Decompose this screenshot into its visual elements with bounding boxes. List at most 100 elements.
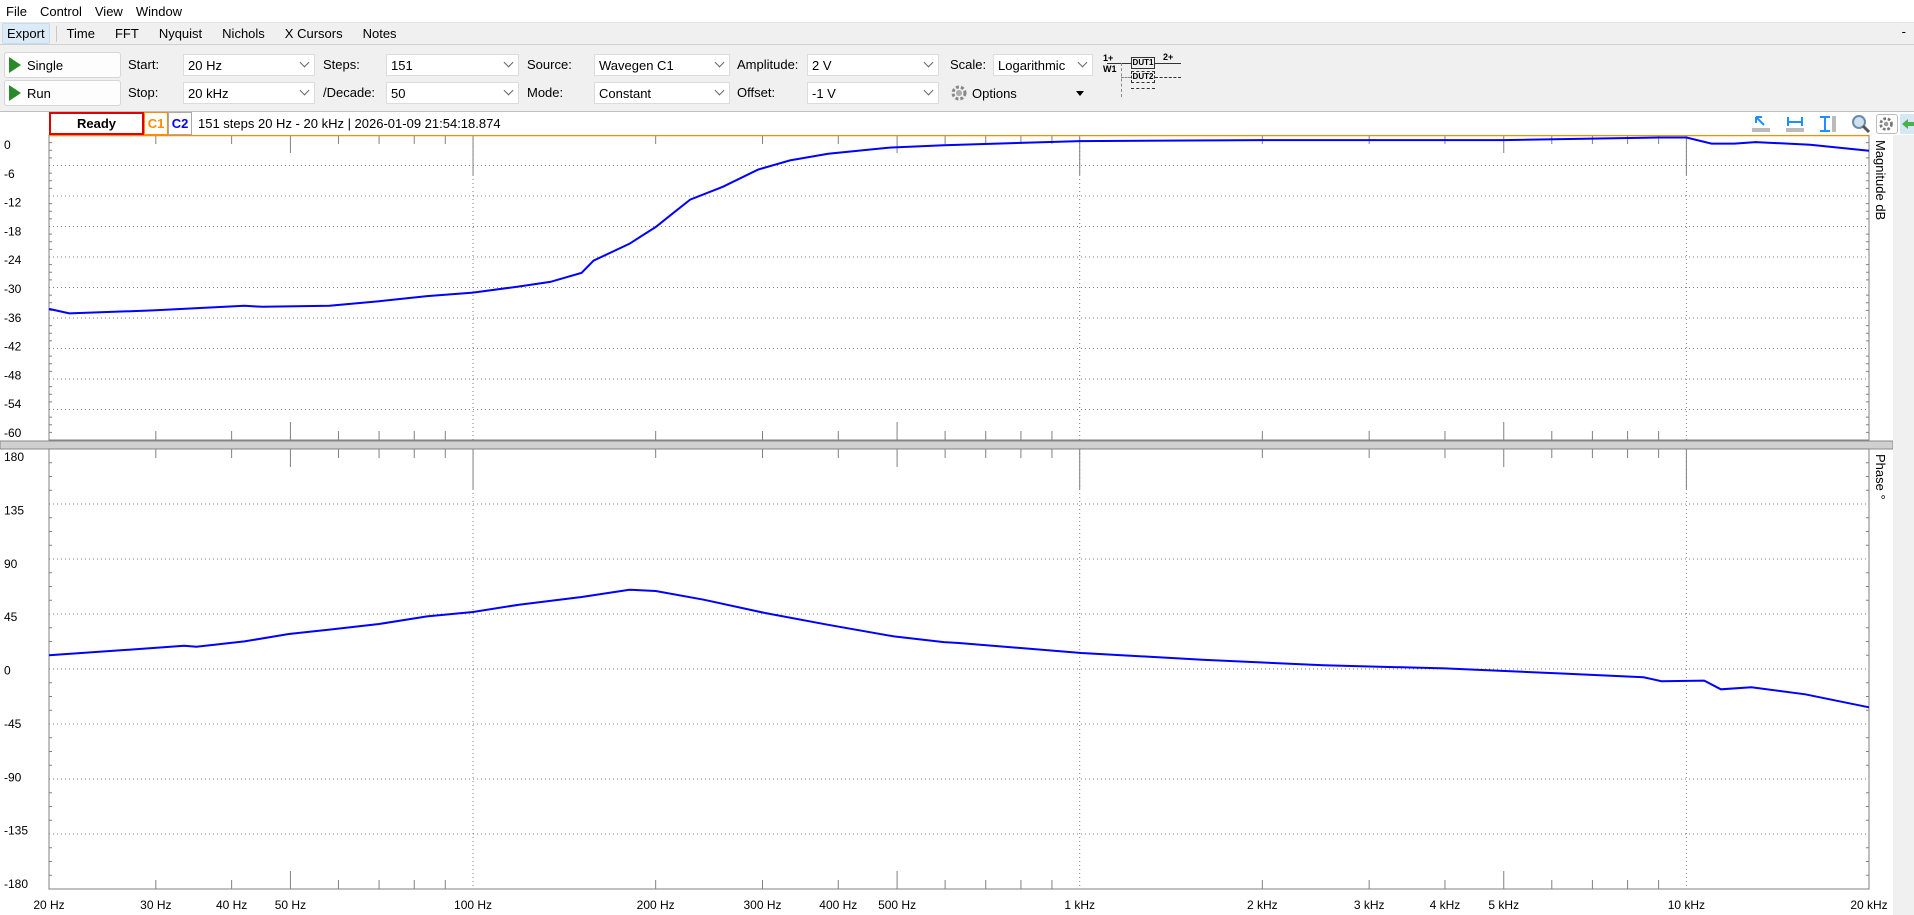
magnitude-trace bbox=[48, 136, 1870, 315]
x-tick-label: 50 Hz bbox=[275, 898, 306, 912]
offset-label: Offset: bbox=[737, 85, 776, 100]
y-tick-label: 0 bbox=[4, 664, 11, 678]
plot-splitter bbox=[0, 440, 1893, 450]
scale-select[interactable]: Logarithmic bbox=[993, 54, 1093, 76]
menu-bar: File Control View Window bbox=[0, 0, 1914, 22]
y-tick-label: -30 bbox=[4, 282, 22, 296]
phase-trace bbox=[48, 588, 1870, 709]
dut1-box: DUT1 bbox=[1131, 57, 1155, 69]
source-value: Wavegen C1 bbox=[599, 57, 674, 73]
run-button[interactable]: Run bbox=[4, 80, 121, 106]
start-select[interactable]: 20 Hz bbox=[183, 54, 315, 76]
stop-select[interactable]: 20 kHz bbox=[183, 82, 315, 104]
x-tick-label: 100 Hz bbox=[454, 898, 492, 912]
horizontal-measure-icon[interactable] bbox=[1784, 114, 1806, 134]
tab-notes[interactable]: Notes bbox=[362, 26, 397, 41]
steps-value: 151 bbox=[391, 57, 413, 73]
y-tick-label: -36 bbox=[4, 311, 22, 325]
menu-file[interactable]: File bbox=[6, 3, 27, 19]
offset-select[interactable]: -1 V bbox=[807, 82, 939, 104]
x-tick-label: 30 Hz bbox=[140, 898, 171, 912]
stop-value: 20 kHz bbox=[188, 85, 229, 101]
chevron-down-icon bbox=[299, 85, 310, 96]
decade-label: /Decade: bbox=[323, 85, 376, 100]
single-label: Single bbox=[27, 57, 64, 73]
y-tick-label: -90 bbox=[4, 770, 22, 784]
gear-icon[interactable] bbox=[1876, 114, 1898, 134]
plot-border bbox=[48, 448, 1870, 890]
play-icon bbox=[9, 85, 21, 101]
chevron-down-icon bbox=[503, 57, 514, 68]
tab-nichols[interactable]: Nichols bbox=[222, 26, 265, 41]
channel-c2-button[interactable]: C2 bbox=[168, 112, 192, 135]
menu-window[interactable]: Window bbox=[135, 3, 183, 19]
decade-select[interactable]: 50 bbox=[386, 82, 519, 104]
x-tick-label: 10 kHz bbox=[1668, 898, 1705, 912]
chevron-down-icon bbox=[714, 85, 725, 96]
minimize-button[interactable]: - bbox=[1901, 24, 1906, 39]
bode-plots[interactable]: 0 -6 -12 -18 -24 -30 -36 -42 -48 -54 -60 180 135 90 45… bbox=[0, 135, 1893, 915]
toolbar: Single Run Start: 20 Hz Stop: 20 kHz Ste… bbox=[0, 45, 1914, 112]
y-tick-label: -48 bbox=[4, 368, 22, 382]
single-button[interactable]: Single bbox=[4, 52, 121, 78]
x-tick-label: 5 kHz bbox=[1488, 898, 1519, 912]
start-value: 20 Hz bbox=[188, 57, 222, 73]
y-tick-label: -6 bbox=[4, 167, 15, 181]
y-tick-label: -135 bbox=[4, 824, 28, 838]
tab-time[interactable]: Time bbox=[66, 26, 95, 41]
dropdown-arrow-icon bbox=[1076, 91, 1084, 96]
x-tick-label: 40 Hz bbox=[216, 898, 247, 912]
menu-view[interactable]: View bbox=[94, 3, 123, 19]
offset-value: -1 V bbox=[812, 85, 836, 101]
diagram-w1-label: W1 bbox=[1103, 64, 1117, 74]
options-button[interactable]: Options bbox=[950, 82, 1090, 104]
y-tick-label: 45 bbox=[4, 610, 18, 624]
scale-label: Scale: bbox=[950, 57, 987, 72]
chevron-down-icon bbox=[1077, 57, 1088, 68]
options-label: Options bbox=[972, 85, 1017, 101]
channel-c1-button[interactable]: C1 bbox=[144, 112, 168, 135]
y-tick-label: 90 bbox=[4, 557, 18, 571]
source-select[interactable]: Wavegen C1 bbox=[594, 54, 730, 76]
magnitude-axis-label: Magnitude dB bbox=[1873, 140, 1888, 221]
y-tick-label: -24 bbox=[4, 253, 22, 267]
stop-label: Stop: bbox=[128, 85, 159, 100]
tab-x-cursors[interactable]: X Cursors bbox=[284, 26, 343, 41]
mode-label: Mode: bbox=[527, 85, 564, 100]
y-tick-label: 0 bbox=[4, 138, 11, 152]
divider bbox=[55, 25, 57, 42]
steps-select[interactable]: 151 bbox=[386, 54, 519, 76]
decade-value: 50 bbox=[391, 85, 406, 101]
tab-fft[interactable]: FFT bbox=[114, 26, 139, 41]
back-arrow-icon[interactable] bbox=[1900, 114, 1914, 134]
zoom-icon[interactable] bbox=[1850, 114, 1872, 134]
amplitude-select[interactable]: 2 V bbox=[807, 54, 939, 76]
phase-plot: 180 135 90 45 0 -45 -90 -135 -180 bbox=[4, 448, 1870, 891]
y-tick-label: -45 bbox=[4, 717, 22, 731]
export-button[interactable]: Export bbox=[2, 23, 50, 44]
tab-nyquist[interactable]: Nyquist bbox=[158, 26, 203, 41]
vertical-measure-icon[interactable] bbox=[1817, 114, 1839, 134]
dut-diagram[interactable]: 1+ W1 DUT1 2+ DUT2 bbox=[1101, 52, 1191, 105]
y-tick-label: -54 bbox=[4, 397, 22, 411]
chevron-down-icon bbox=[299, 57, 310, 68]
cursor-measure-icon[interactable] bbox=[1750, 114, 1772, 134]
amplitude-value: 2 V bbox=[812, 57, 832, 73]
x-tick-label: 20 kHz bbox=[1850, 898, 1887, 912]
diagram-out-label: 2+ bbox=[1163, 52, 1174, 62]
mode-select[interactable]: Constant bbox=[594, 82, 730, 104]
chevron-down-icon bbox=[923, 57, 934, 68]
play-once-icon bbox=[9, 57, 21, 73]
plot-border bbox=[48, 135, 1870, 441]
steps-label: Steps: bbox=[323, 57, 360, 72]
chevron-down-icon bbox=[923, 85, 934, 96]
amplitude-label: Amplitude: bbox=[737, 57, 799, 72]
x-tick-label: 200 Hz bbox=[637, 898, 675, 912]
menu-control[interactable]: Control bbox=[39, 3, 82, 19]
y-tick-label: -18 bbox=[4, 224, 22, 238]
gear-icon bbox=[951, 85, 967, 101]
y-tick-label: 180 bbox=[4, 450, 24, 464]
y-tick-label: -42 bbox=[4, 340, 22, 354]
phase-axis-label: Phase ° bbox=[1873, 454, 1888, 500]
x-tick-label: 400 Hz bbox=[819, 898, 857, 912]
